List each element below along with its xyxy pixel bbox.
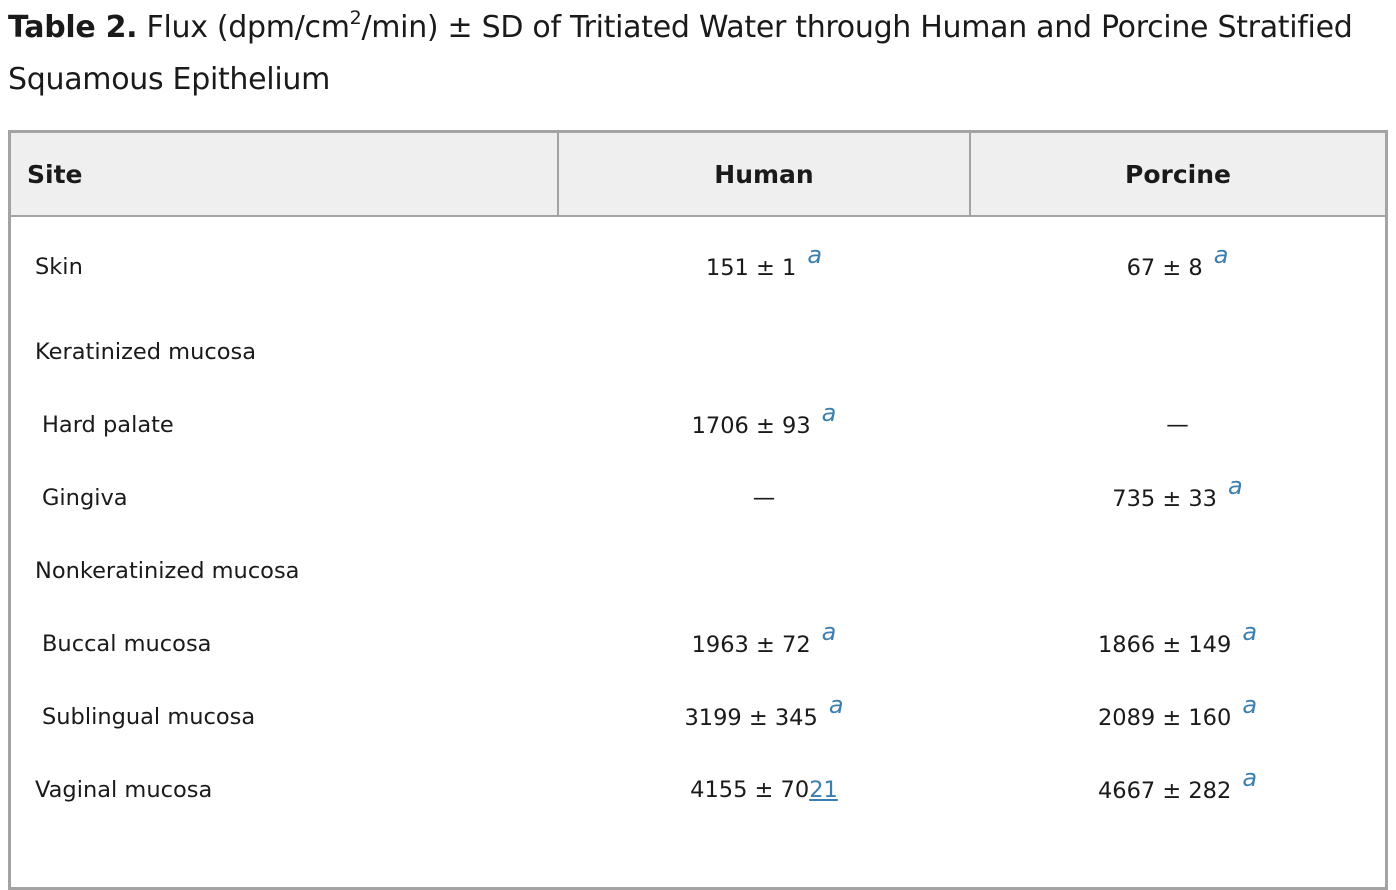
human-value-cell: —: [558, 461, 970, 534]
porcine-value: 4667 ± 282: [1097, 777, 1232, 804]
flux-table: Site Human Porcine Skin 151 ± 1 a 67 ± 8 a Ke…: [11, 133, 1385, 826]
site-cell: Hard palate: [42, 411, 174, 438]
porcine-value-cell: 735 ± 33 a: [970, 461, 1385, 534]
human-value: 1963 ± 72: [691, 631, 811, 658]
table-row: Gingiva — 735 ± 33 a: [11, 461, 1385, 534]
porcine-value: 735 ± 33: [1112, 485, 1217, 512]
porcine-value: 2089 ± 160: [1097, 704, 1232, 731]
table-body: Skin 151 ± 1 a 67 ± 8 a Keratinized mucosa Har…: [11, 216, 1385, 826]
table-row: Hard palate 1706 ± 93 a —: [11, 388, 1385, 461]
column-header-porcine: Porcine: [969, 133, 1385, 217]
site-cell: Sublingual mucosa: [42, 703, 256, 730]
table-row: Sublingual mucosa 3199 ± 345 a 2089 ± 160 a: [11, 680, 1385, 753]
human-value-cell: 1706 ± 93 a: [558, 388, 970, 461]
reference-link[interactable]: 21: [809, 776, 838, 803]
human-value: 3199 ± 345: [684, 704, 818, 731]
footnote-link[interactable]: a: [1242, 690, 1258, 719]
column-header-human: Human: [557, 133, 970, 217]
porcine-value: 1866 ± 149: [1097, 631, 1232, 658]
footnote-link[interactable]: a: [821, 398, 837, 427]
caption-superscript: 2: [349, 7, 362, 29]
table-row: Buccal mucosa 1963 ± 72 a 1866 ± 149 a: [11, 607, 1385, 680]
site-cell: Nonkeratinized mucosa: [35, 557, 300, 584]
table-row: Nonkeratinized mucosa: [11, 534, 1385, 607]
site-cell: Keratinized mucosa: [35, 338, 257, 365]
porcine-value: —: [1166, 411, 1189, 438]
porcine-value-cell: 4667 ± 282 a: [970, 753, 1385, 826]
column-header-site: Site: [11, 133, 558, 217]
caption-text-start: Flux (dpm/cm: [137, 10, 350, 45]
human-value: 151 ± 1: [705, 255, 797, 281]
footnote-link[interactable]: a: [1228, 471, 1243, 500]
footnote-link[interactable]: a: [1242, 763, 1258, 792]
human-value-cell: 1963 ± 72 a: [558, 607, 970, 680]
table-row: Vaginal mucosa 4155 ± 7021 4667 ± 282 a: [11, 753, 1385, 826]
table-label: Table 2.: [8, 10, 138, 45]
site-cell: Vaginal mucosa: [35, 776, 213, 803]
human-value: —: [752, 484, 776, 511]
human-value-cell: 151 ± 1 a: [558, 216, 970, 315]
table-frame: Site Human Porcine Skin 151 ± 1 a 67 ± 8 a Ke…: [8, 130, 1388, 890]
human-value-cell: [558, 534, 970, 607]
porcine-value-cell: 67 ± 8 a: [970, 216, 1385, 315]
porcine-value-cell: [970, 534, 1385, 607]
human-value-cell: 4155 ± 7021: [558, 753, 970, 826]
porcine-value-cell: 2089 ± 160 a: [970, 680, 1385, 753]
table-caption: Table 2. Flux (dpm/cm2/min) ± SD of Trit…: [8, 2, 1388, 106]
human-value-cell: [558, 315, 970, 388]
porcine-value: 67 ± 8: [1126, 255, 1203, 281]
table-row: Skin 151 ± 1 a 67 ± 8 a: [11, 216, 1385, 315]
site-cell: Buccal mucosa: [42, 630, 212, 657]
human-value-cell: 3199 ± 345 a: [558, 680, 970, 753]
site-cell: Skin: [35, 254, 83, 280]
porcine-value-cell: —: [970, 388, 1385, 461]
porcine-value-cell: 1866 ± 149 a: [970, 607, 1385, 680]
caption-text-end: /min) ± SD of Tritiated Water through Hu…: [8, 10, 1353, 97]
table-row: Keratinized mucosa: [11, 315, 1385, 388]
human-value: 4155 ± 70: [690, 776, 810, 803]
footnote-link[interactable]: a: [1213, 241, 1229, 269]
site-cell: Gingiva: [42, 484, 128, 511]
footnote-link[interactable]: a: [821, 617, 837, 646]
footnote-link[interactable]: a: [807, 241, 823, 269]
footnote-link[interactable]: a: [1242, 617, 1258, 646]
table-header-row: Site Human Porcine: [11, 133, 1385, 217]
human-value: 1706 ± 93: [691, 412, 811, 439]
porcine-value-cell: [970, 315, 1385, 388]
footnote-link[interactable]: a: [828, 690, 844, 719]
